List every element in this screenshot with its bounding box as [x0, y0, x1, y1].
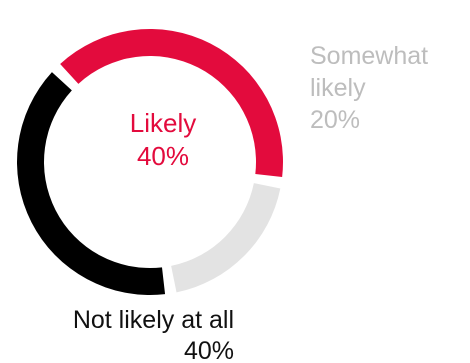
- donut-slices: [17, 29, 284, 295]
- donut-slice-likely: [60, 29, 284, 178]
- somewhat-likely-label-line2: likely: [310, 74, 366, 102]
- not-likely-label-name: Not likely at all: [73, 306, 234, 334]
- donut-slice-somewhat-likely: [171, 183, 281, 293]
- center-label-name: Likely: [130, 108, 196, 138]
- not-likely-label-value: 40%: [184, 337, 234, 363]
- somewhat-likely-label-value: 20%: [310, 106, 360, 134]
- donut-slice-not-likely-at-all: [17, 72, 166, 295]
- center-label-value: 40%: [137, 141, 189, 171]
- somewhat-likely-label-line1: Somewhat: [310, 42, 428, 70]
